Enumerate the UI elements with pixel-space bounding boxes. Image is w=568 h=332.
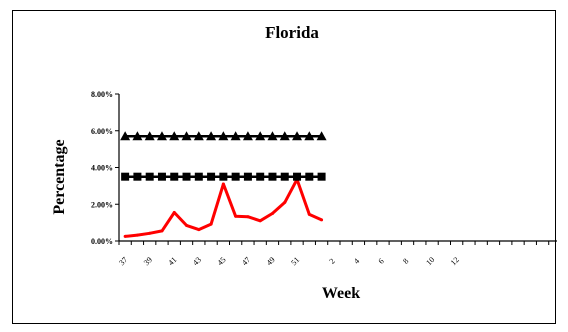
x-tick-label: 51: [289, 255, 301, 267]
series-none: [123, 177, 324, 238]
data-point-square: [157, 172, 166, 181]
x-tick-label: 41: [166, 255, 178, 267]
data-point-square: [145, 172, 154, 181]
x-tick-label: 47: [240, 255, 252, 267]
data-point-triangle: [181, 131, 192, 141]
data-point: [234, 214, 238, 218]
data-point-triangle: [132, 131, 143, 141]
data-point-triangle: [242, 131, 253, 141]
data-point: [320, 218, 324, 222]
data-point-square: [219, 172, 228, 181]
data-point: [307, 212, 311, 216]
data-point-square: [243, 172, 252, 181]
data-point: [160, 229, 164, 233]
data-point-square: [231, 172, 240, 181]
series-line: [124, 177, 323, 238]
x-tick-label: 43: [191, 255, 203, 267]
y-tick-label: 4.00%: [91, 164, 113, 173]
x-tick-label: 45: [216, 255, 228, 267]
data-point-square: [256, 172, 265, 181]
data-point: [123, 234, 127, 238]
x-tick-label: 12: [449, 255, 461, 267]
data-point-triangle: [304, 131, 315, 141]
data-point-triangle: [279, 131, 290, 141]
data-point-triangle: [218, 131, 229, 141]
data-point-square: [268, 172, 277, 181]
data-point-triangle: [267, 131, 278, 141]
x-tick-label: 8: [401, 257, 410, 266]
data-point-triangle: [193, 131, 204, 141]
data-point: [209, 222, 213, 226]
data-point-square: [280, 172, 289, 181]
data-point-square: [317, 172, 326, 181]
data-point-square: [133, 172, 142, 181]
series-layer: [120, 131, 327, 238]
series-square: [121, 172, 326, 181]
data-point-square: [121, 172, 130, 181]
x-tick-label: 49: [265, 255, 277, 267]
chart-svg: Florida Percentage Week 0.00% 2.00% 4.00% 6…: [51, 23, 557, 302]
data-point-square: [207, 172, 216, 181]
data-point-triangle: [206, 131, 217, 141]
x-axis-label: Week: [322, 285, 360, 302]
y-tick-label: 8.00%: [91, 90, 113, 99]
data-point-triangle: [120, 131, 131, 141]
data-point: [221, 182, 225, 186]
y-ticks: 0.00% 2.00% 4.00% 6.00% 8.00%: [91, 90, 119, 246]
x-tick-label: 4: [352, 257, 361, 266]
y-tick-label: 6.00%: [91, 127, 113, 136]
data-point: [148, 231, 152, 235]
data-point: [258, 219, 262, 223]
data-point: [246, 215, 250, 219]
data-point: [185, 223, 189, 227]
data-point: [172, 211, 176, 215]
x-tick-label: 10: [424, 255, 436, 267]
x-tick-label: 6: [377, 257, 386, 266]
data-point-square: [305, 172, 314, 181]
data-point: [270, 211, 274, 215]
data-point-square: [182, 172, 191, 181]
y-axis-label: Percentage: [51, 139, 68, 214]
data-point-square: [170, 172, 179, 181]
x-tick-label: 37: [117, 255, 129, 267]
x-ticks: 37 39 41 43 45 47 49 51 2 4 6 8 10 12: [117, 241, 550, 267]
data-point: [135, 233, 139, 237]
data-point-triangle: [156, 131, 167, 141]
series-triangle: [120, 131, 327, 141]
x-tick-label: 2: [327, 257, 336, 266]
data-point-triangle: [169, 131, 180, 141]
y-tick-label: 0.00%: [91, 237, 113, 246]
x-tick-label: 39: [142, 255, 154, 267]
data-point: [197, 228, 201, 232]
chart-frame: Florida Percentage Week 0.00% 2.00% 4.00% 6…: [12, 10, 557, 324]
data-point: [283, 200, 287, 204]
data-point-square: [194, 172, 203, 181]
data-point-triangle: [230, 131, 241, 141]
data-point-triangle: [292, 131, 303, 141]
chart-title: Florida: [265, 23, 319, 42]
data-point-triangle: [144, 131, 155, 141]
data-point-square: [293, 172, 302, 181]
data-point-triangle: [316, 131, 327, 141]
y-tick-label: 2.00%: [91, 200, 113, 209]
data-point-triangle: [255, 131, 266, 141]
